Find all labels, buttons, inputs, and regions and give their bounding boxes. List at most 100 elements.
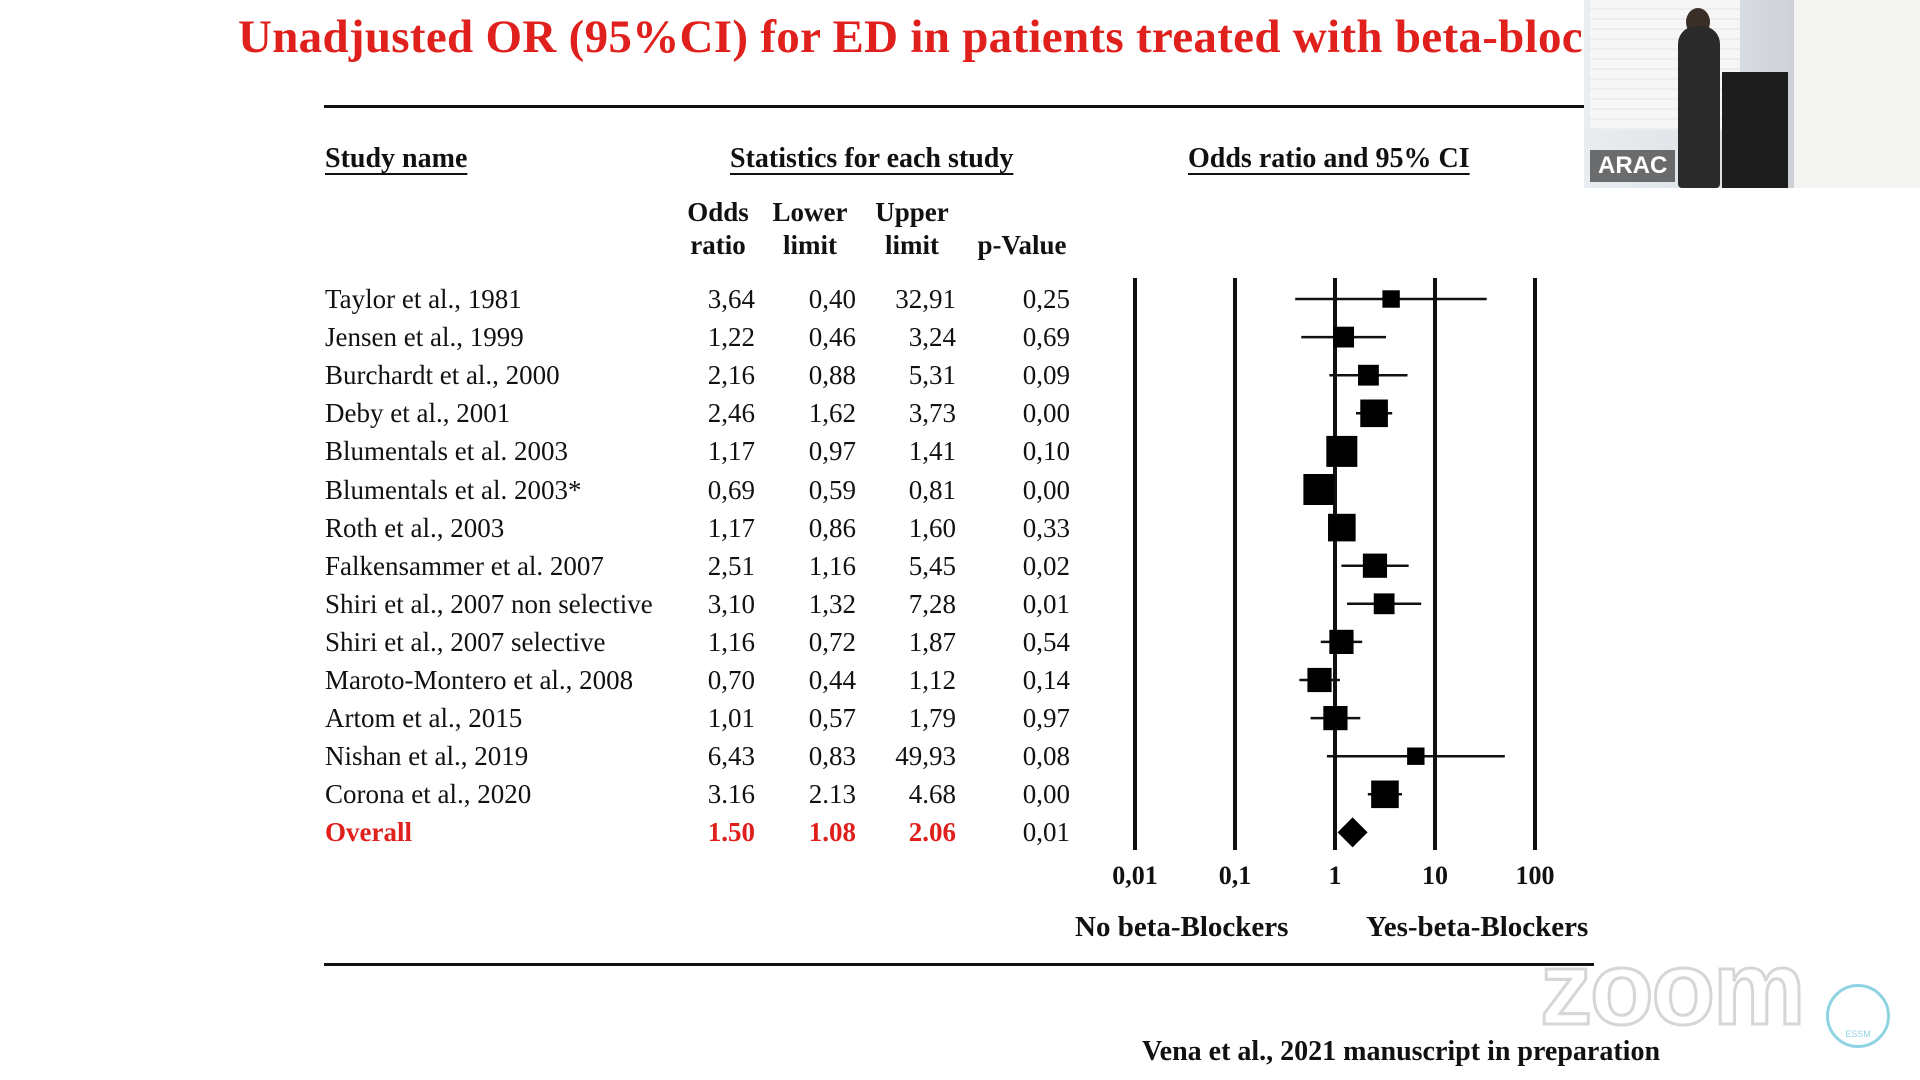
point-estimate-square bbox=[1362, 553, 1388, 578]
lower-limit-value: 1,16 bbox=[808, 550, 856, 581]
top-rule bbox=[324, 105, 1586, 108]
tick-label: 1 bbox=[1329, 861, 1342, 890]
study-name: Roth et al., 2003 bbox=[325, 512, 505, 543]
odds-ratio-value: 0,70 bbox=[707, 665, 755, 695]
lower-limit-value: 0,40 bbox=[808, 284, 856, 314]
study-name: Overall bbox=[325, 817, 412, 848]
study-name: Nishan et al., 2019 bbox=[325, 741, 529, 772]
p-value: 0,69 bbox=[1022, 322, 1070, 353]
upper-limit-value: 3,73 bbox=[908, 398, 956, 429]
point-estimate-square bbox=[1358, 364, 1379, 386]
header-statistics: Statistics for each study bbox=[730, 143, 1014, 174]
col-header-lower-limit: Lower limit bbox=[768, 196, 852, 262]
point-estimate-square bbox=[1307, 667, 1332, 693]
study-name: Corona et al., 2020 bbox=[325, 779, 532, 810]
zoom-watermark: zoom bbox=[1539, 930, 1808, 1049]
table-row: Artom et al., 2015 1,01 0,57 1,79 0,97 bbox=[0, 699, 1100, 737]
upper-limit-value: 4.68 bbox=[908, 779, 956, 810]
odds-ratio-value: 3.16 bbox=[707, 779, 755, 810]
odds-ratio-value: 3,10 bbox=[707, 588, 755, 619]
overall-row: Overall 1.50 1.08 2.06 0,01 bbox=[0, 813, 1100, 851]
odds-ratio-value: 0,69 bbox=[707, 474, 755, 505]
odds-ratio-value: 1,16 bbox=[707, 626, 755, 657]
col-header-odds-ratio-line2: ratio bbox=[690, 230, 746, 260]
speaker-video-thumbnail[interactable]: ARAC bbox=[1584, 0, 1920, 188]
col-header-p-value: p-Value bbox=[970, 229, 1074, 262]
podium bbox=[1722, 72, 1788, 188]
point-estimate-square bbox=[1373, 593, 1395, 615]
lower-limit-value: 0,86 bbox=[808, 512, 856, 543]
col-header-upper-limit: Upper limit bbox=[870, 196, 954, 262]
point-estimate-square bbox=[1326, 435, 1358, 467]
study-name: Jensen et al., 1999 bbox=[325, 322, 524, 353]
p-value: 0,00 bbox=[1022, 398, 1070, 429]
citation: Vena et al., 2021 manuscript in preparat… bbox=[1142, 1036, 1661, 1067]
table-row: Corona et al., 2020 3.16 2.13 4.68 0,00 bbox=[0, 775, 1100, 813]
p-value: 0,02 bbox=[1022, 550, 1070, 581]
participant-label: ARAC bbox=[1590, 150, 1676, 182]
study-name: Burchardt et al., 2000 bbox=[325, 360, 560, 391]
upper-limit-value: 32,91 bbox=[895, 284, 956, 314]
p-value: 0,25 bbox=[1022, 284, 1070, 314]
col-header-upper-limit-line1: Upper bbox=[875, 197, 949, 227]
odds-ratio-value: 2,16 bbox=[707, 360, 755, 391]
slide-title: Unadjusted OR (95%CI) for ED in patients… bbox=[238, 11, 1583, 63]
study-name: Shiri et al., 2007 non selective bbox=[325, 588, 653, 619]
odds-ratio-value: 1,01 bbox=[707, 703, 755, 734]
society-logo-text: ESSM bbox=[1845, 1029, 1871, 1039]
upper-limit-value: 1,87 bbox=[908, 626, 956, 657]
upper-limit-value: 2.06 bbox=[908, 817, 956, 848]
study-name: Taylor et al., 1981 bbox=[325, 284, 522, 314]
upper-limit-value: 49,93 bbox=[895, 741, 956, 772]
table-row: Deby et al., 2001 2,46 1,62 3,73 0,00 bbox=[0, 394, 1100, 432]
table-row: Jensen et al., 1999 1,22 0,46 3,24 0,69 bbox=[0, 318, 1100, 356]
odds-ratio-value: 1,17 bbox=[707, 436, 755, 467]
table-row: Falkensammer et al. 2007 2,51 1,16 5,45 0,02 bbox=[0, 547, 1100, 585]
header-odds-ratio-ci: Odds ratio and 95% CI bbox=[1188, 143, 1470, 174]
odds-ratio-value: 1,17 bbox=[707, 512, 755, 543]
lower-limit-value: 0,59 bbox=[808, 474, 856, 505]
table-row: Maroto-Montero et al., 2008 0,70 0,44 1,12 0… bbox=[0, 661, 1100, 699]
side-screen bbox=[1794, 0, 1920, 188]
p-value: 0,00 bbox=[1022, 474, 1070, 505]
table-row: Shiri et al., 2007 non selective 3,10 1,32… bbox=[0, 585, 1100, 623]
tick-label: 0,1 bbox=[1219, 861, 1252, 890]
lower-limit-value: 1.08 bbox=[808, 817, 856, 848]
lower-limit-value: 1,32 bbox=[808, 588, 856, 619]
p-value: 0,54 bbox=[1022, 626, 1070, 657]
p-value: 0,09 bbox=[1022, 360, 1070, 391]
col-header-lower-limit-line2: limit bbox=[783, 230, 837, 260]
upper-limit-value: 1,60 bbox=[908, 512, 956, 543]
col-header-p-value-text: p-Value bbox=[977, 230, 1067, 260]
table-row: Blumentals et al. 2003 1,17 0,97 1,41 0,10 bbox=[0, 432, 1100, 470]
odds-ratio-value: 6,43 bbox=[707, 741, 755, 772]
point-estimate-square bbox=[1333, 326, 1355, 348]
table-row: Taylor et al., 1981 3,64 0,40 32,91 0,25 bbox=[0, 280, 1100, 318]
tick-label: 100 bbox=[1516, 861, 1555, 890]
p-value: 0,14 bbox=[1022, 665, 1070, 695]
point-estimate-square bbox=[1323, 706, 1348, 731]
speaker-figure bbox=[1678, 26, 1720, 188]
point-estimate-square bbox=[1407, 747, 1425, 765]
overall-diamond bbox=[1337, 817, 1368, 848]
col-header-upper-limit-line2: limit bbox=[885, 230, 939, 260]
tick-label: 0,01 bbox=[1112, 861, 1158, 890]
upper-limit-value: 3,24 bbox=[908, 322, 956, 353]
point-estimate-square bbox=[1328, 513, 1356, 542]
table-row: Blumentals et al. 2003* 0,69 0,59 0,81 0,00 bbox=[0, 471, 1100, 509]
p-value: 0,01 bbox=[1022, 588, 1070, 619]
upper-limit-value: 0,81 bbox=[908, 474, 956, 505]
point-estimate-square bbox=[1371, 780, 1399, 809]
col-header-odds-ratio: Odds ratio bbox=[678, 196, 758, 262]
upper-limit-value: 7,28 bbox=[908, 588, 956, 619]
study-name: Deby et al., 2001 bbox=[325, 398, 511, 429]
lower-limit-value: 1,62 bbox=[808, 398, 856, 429]
lower-limit-value: 0,97 bbox=[808, 436, 856, 467]
study-name: Shiri et al., 2007 selective bbox=[325, 626, 606, 657]
axis-right-label: Yes-beta-Blockers bbox=[1366, 911, 1589, 943]
society-logo-icon: ESSM bbox=[1826, 984, 1890, 1048]
header-study-name: Study name bbox=[325, 143, 468, 174]
upper-limit-value: 5,31 bbox=[908, 360, 956, 391]
table-row: Nishan et al., 2019 6,43 0,83 49,93 0,08 bbox=[0, 737, 1100, 775]
